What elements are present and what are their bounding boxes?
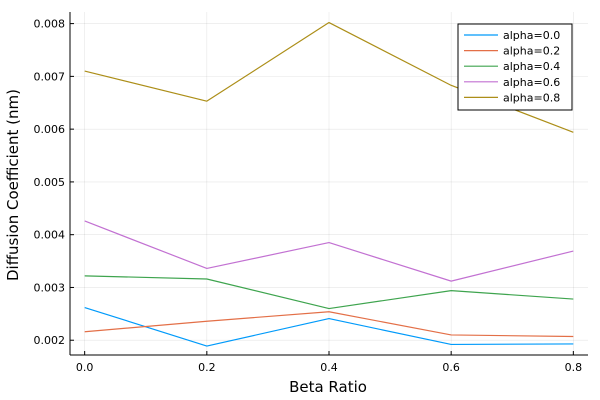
x-axis-ticks: 0.0 0.2 0.4 0.6 0.8 — [76, 351, 582, 374]
legend-label: alpha=0.6 — [503, 76, 560, 89]
x-tick-label: 0.2 — [198, 361, 216, 374]
y-tick-label: 0.008 — [34, 18, 66, 31]
legend-box — [457, 23, 573, 111]
legend-label: alpha=0.0 — [503, 29, 560, 42]
x-tick-label: 0.6 — [442, 361, 460, 374]
series-line-2 — [84, 275, 574, 310]
y-tick-label: 0.002 — [34, 334, 66, 347]
legend-label: alpha=0.4 — [503, 60, 560, 73]
series-line-0 — [84, 306, 574, 347]
legend-label: alpha=0.8 — [503, 91, 560, 104]
y-axis-ticks: 0.002 0.003 0.004 0.005 0.006 0.007 0.008 — [34, 18, 74, 347]
legend: alpha=0.0 alpha=0.2 alpha=0.4 alpha=0.6 alph… — [457, 23, 573, 111]
y-tick-label: 0.005 — [34, 176, 66, 189]
x-axis-title: Beta Ratio — [289, 378, 367, 396]
x-tick-label: 0.0 — [76, 361, 94, 374]
x-tick-label: 0.4 — [320, 361, 338, 374]
y-tick-label: 0.007 — [34, 70, 66, 83]
series-line-1 — [84, 311, 574, 338]
y-tick-label: 0.004 — [34, 229, 66, 242]
series-lines — [84, 21, 574, 347]
y-tick-label: 0.006 — [34, 123, 66, 136]
series-line-3 — [84, 220, 574, 282]
y-axis-title: Diffusion Coefficient (nm) — [4, 89, 22, 281]
x-tick-label: 0.8 — [565, 361, 583, 374]
y-tick-label: 0.003 — [34, 281, 66, 294]
legend-label: alpha=0.2 — [503, 45, 560, 58]
grid-lines — [70, 12, 588, 355]
